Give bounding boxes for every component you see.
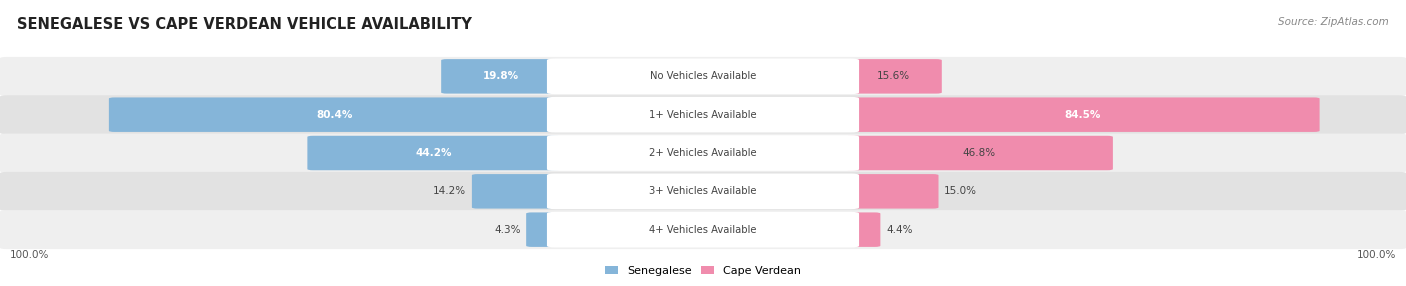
FancyBboxPatch shape [547, 212, 859, 247]
Text: 3+ Vehicles Available: 3+ Vehicles Available [650, 186, 756, 196]
Text: 100.0%: 100.0% [1357, 250, 1396, 260]
Text: SENEGALESE VS CAPE VERDEAN VEHICLE AVAILABILITY: SENEGALESE VS CAPE VERDEAN VEHICLE AVAIL… [17, 17, 472, 32]
Text: 2+ Vehicles Available: 2+ Vehicles Available [650, 148, 756, 158]
FancyBboxPatch shape [547, 97, 859, 132]
FancyBboxPatch shape [547, 135, 859, 171]
FancyBboxPatch shape [108, 98, 561, 132]
FancyBboxPatch shape [441, 59, 561, 94]
FancyBboxPatch shape [547, 174, 859, 209]
Text: 19.8%: 19.8% [484, 72, 519, 81]
FancyBboxPatch shape [0, 210, 1406, 249]
Text: 44.2%: 44.2% [416, 148, 453, 158]
FancyBboxPatch shape [526, 212, 561, 247]
FancyBboxPatch shape [472, 174, 561, 208]
Text: 4.4%: 4.4% [886, 225, 912, 235]
Text: 4+ Vehicles Available: 4+ Vehicles Available [650, 225, 756, 235]
Text: 84.5%: 84.5% [1064, 110, 1101, 120]
Text: 46.8%: 46.8% [962, 148, 995, 158]
Legend: Senegalese, Cape Verdean: Senegalese, Cape Verdean [600, 262, 806, 281]
Text: 4.3%: 4.3% [494, 225, 520, 235]
FancyBboxPatch shape [845, 212, 880, 247]
Text: 15.0%: 15.0% [945, 186, 977, 196]
Text: 80.4%: 80.4% [316, 110, 353, 120]
Text: 100.0%: 100.0% [10, 250, 49, 260]
FancyBboxPatch shape [845, 59, 942, 94]
FancyBboxPatch shape [0, 134, 1406, 172]
Text: 1+ Vehicles Available: 1+ Vehicles Available [650, 110, 756, 120]
FancyBboxPatch shape [845, 174, 939, 208]
FancyBboxPatch shape [0, 95, 1406, 134]
Text: No Vehicles Available: No Vehicles Available [650, 72, 756, 81]
Text: 14.2%: 14.2% [433, 186, 467, 196]
FancyBboxPatch shape [845, 98, 1320, 132]
FancyBboxPatch shape [845, 136, 1114, 170]
FancyBboxPatch shape [547, 59, 859, 94]
Text: 15.6%: 15.6% [877, 72, 910, 81]
FancyBboxPatch shape [308, 136, 561, 170]
Text: Source: ZipAtlas.com: Source: ZipAtlas.com [1278, 17, 1389, 27]
FancyBboxPatch shape [0, 57, 1406, 96]
FancyBboxPatch shape [0, 172, 1406, 211]
